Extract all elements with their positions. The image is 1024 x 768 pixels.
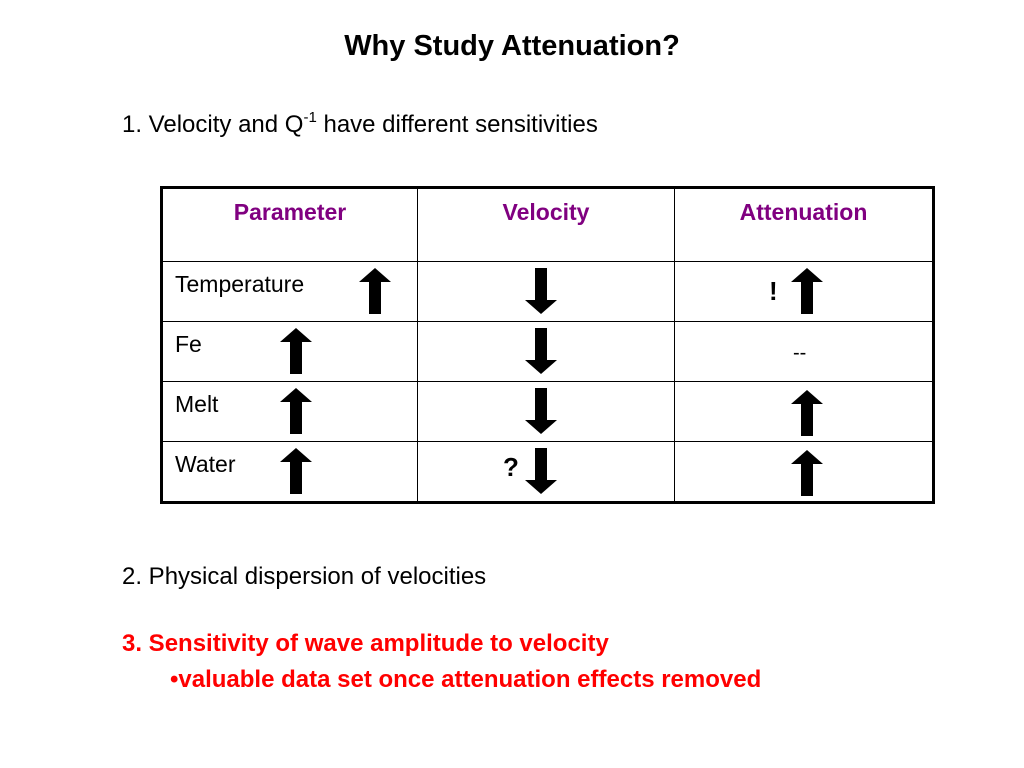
- arrow-down-icon: [525, 268, 557, 314]
- attenuation-cell: --: [674, 321, 934, 382]
- attenuation-cell: [674, 381, 934, 442]
- page-title: Why Study Attenuation?: [344, 30, 680, 62]
- attenuation-cell: !: [674, 261, 934, 322]
- point-1-suffix: have different sensitivities: [316, 111, 598, 138]
- parameter-label: Melt: [175, 391, 219, 417]
- exclamation-mark: !: [769, 276, 778, 306]
- table-row: Temperature !: [161, 261, 934, 322]
- table-row: Fe --: [161, 321, 934, 382]
- question-mark: ?: [503, 452, 519, 482]
- velocity-cell: [417, 321, 675, 382]
- arrow-up-icon: [791, 450, 823, 496]
- header-parameter: Parameter: [161, 187, 418, 262]
- velocity-cell: [417, 381, 675, 442]
- parameter-label: Fe: [175, 331, 202, 357]
- arrow-up-icon: [280, 448, 312, 494]
- arrow-up-icon: [280, 328, 312, 374]
- parameter-cell: Temperature: [161, 261, 418, 322]
- no-effect-mark: --: [793, 342, 807, 364]
- point-3: 3. Sensitivity of wave amplitude to velo…: [122, 630, 609, 657]
- arrow-down-icon: [525, 388, 557, 434]
- point-1: 1. Velocity and Q-1 have different sensi…: [122, 109, 598, 139]
- parameter-cell: Melt: [161, 381, 418, 442]
- point-1-prefix: 1. Velocity and Q: [122, 111, 304, 138]
- attenuation-cell: [674, 441, 934, 503]
- parameter-cell: Water: [161, 441, 418, 503]
- parameter-cell: Fe: [161, 321, 418, 382]
- header-attenuation: Attenuation: [674, 187, 934, 262]
- arrow-up-icon: [280, 388, 312, 434]
- velocity-cell: ?: [417, 441, 675, 503]
- header-velocity: Velocity: [417, 187, 675, 262]
- arrow-down-icon: [525, 328, 557, 374]
- velocity-cell: [417, 261, 675, 322]
- arrow-down-icon: [525, 448, 557, 494]
- arrow-up-icon: [791, 268, 823, 314]
- table-row: Melt: [161, 381, 934, 442]
- arrow-up-icon: [791, 390, 823, 436]
- sensitivity-table: Parameter Velocity Attenuation Temperatu…: [160, 186, 935, 504]
- parameter-label: Temperature: [175, 271, 305, 297]
- table-row: Water ?: [161, 441, 934, 503]
- arrow-up-icon: [359, 268, 391, 314]
- point-2: 2. Physical dispersion of velocities: [122, 563, 487, 590]
- point-3-bullet: •valuable data set once attenuation effe…: [170, 666, 762, 693]
- table-header-row: Parameter Velocity Attenuation: [161, 187, 934, 262]
- point-1-superscript: -1: [303, 109, 317, 126]
- parameter-label: Water: [175, 451, 236, 477]
